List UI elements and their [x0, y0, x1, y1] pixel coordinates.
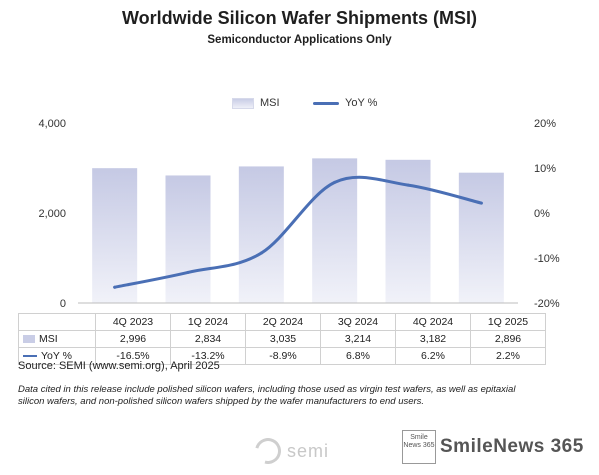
legend-label-msi: MSI	[260, 97, 280, 109]
table-cell-msi: 2,996	[95, 330, 171, 348]
right-tick-label: 0%	[534, 208, 550, 220]
semi-logo-text: semi	[287, 440, 330, 461]
table-row-label-text: YoY %	[41, 350, 72, 362]
semi-logo-icon	[250, 433, 286, 469]
point-yoy	[259, 251, 263, 255]
table-cell-yoy: 6.2%	[395, 347, 471, 365]
table-category: 2Q 2024	[245, 313, 321, 331]
table-row-yoy: YoY % -16.5% -13.2% -8.9% 6.8% 6.2% 2.2%	[18, 347, 546, 365]
point-yoy	[186, 270, 190, 274]
legend-bar-swatch	[232, 97, 254, 109]
footnote: Data cited in this release include polis…	[18, 384, 516, 407]
data-table: 4Q 2023 1Q 2024 2Q 2024 3Q 2024 4Q 2024 …	[18, 313, 546, 365]
chart-subtitle: Semiconductor Applications Only	[207, 34, 392, 46]
table-cell-yoy: 6.8%	[320, 347, 396, 365]
legend-item-msi: MSI	[232, 97, 280, 109]
table-row-label-text: MSI	[39, 333, 58, 345]
table-cell-yoy: -13.2%	[170, 347, 246, 365]
source-text: Source: SEMI (www.semi.org), April 2025	[18, 360, 220, 372]
legend-label-yoy: YoY %	[345, 97, 378, 109]
table-category: 4Q 2023	[95, 313, 171, 331]
table-key-line	[23, 355, 37, 358]
bar-msi	[238, 166, 284, 303]
bar-series	[92, 158, 504, 303]
table-cell-yoy: -16.5%	[95, 347, 171, 365]
watermark: Smile News 365 SmileNews 365	[402, 430, 584, 464]
table-cell-msi: 2,896	[470, 330, 546, 348]
table-key-bar	[23, 335, 35, 344]
watermark-text: SmileNews 365	[440, 436, 584, 457]
combo-chart: 0 2,000 4,000 -20% -10% 0% 10% 20%	[38, 118, 560, 310]
watermark-badge-icon: Smile News 365	[402, 430, 436, 464]
table-category: 1Q 2024	[170, 313, 246, 331]
left-tick-label: 0	[60, 298, 66, 310]
bar-msi	[458, 172, 504, 303]
point-yoy	[113, 285, 117, 289]
line-yoy	[113, 175, 483, 289]
table-cell-msi: 3,182	[395, 330, 471, 348]
right-tick-label: -20%	[534, 298, 560, 310]
right-axis: -20% -10% 0% 10% 20%	[534, 118, 560, 310]
line-series	[113, 175, 483, 289]
legend: MSI YoY %	[0, 97, 599, 113]
left-tick-label: 4,000	[38, 118, 66, 130]
table-cell-msi: 3,035	[245, 330, 321, 348]
left-axis: 0 2,000 4,000	[38, 118, 66, 310]
point-yoy	[333, 180, 337, 184]
table-row-label-yoy: YoY %	[18, 347, 96, 365]
table-corner	[18, 313, 96, 331]
table-cell-msi: 3,214	[320, 330, 396, 348]
bar-msi	[312, 158, 358, 303]
table-cell-msi: 2,834	[170, 330, 246, 348]
left-tick-label: 2,000	[38, 208, 66, 220]
table-header-row: 4Q 2023 1Q 2024 2Q 2024 3Q 2024 4Q 2024 …	[18, 313, 546, 331]
table-category: 4Q 2024	[395, 313, 471, 331]
table-cell-yoy: -8.9%	[245, 347, 321, 365]
legend-line-swatch	[313, 101, 339, 105]
legend-item-yoy: YoY %	[313, 97, 377, 109]
bar-msi	[165, 175, 211, 303]
table-category: 1Q 2025	[470, 313, 546, 331]
table-row-label-msi: MSI	[18, 330, 96, 348]
point-yoy	[406, 183, 410, 187]
right-tick-label: -10%	[534, 253, 560, 265]
semi-logo: semi	[250, 433, 330, 469]
bar-msi	[92, 168, 138, 303]
table-cell-yoy: 2.2%	[470, 347, 546, 365]
table-category: 3Q 2024	[320, 313, 396, 331]
right-tick-label: 10%	[534, 163, 556, 175]
chart-title: Worldwide Silicon Wafer Shipments (MSI)	[121, 8, 478, 28]
table-row-msi: MSI 2,996 2,834 3,035 3,214 3,182 2,896	[18, 330, 546, 348]
right-tick-label: 20%	[534, 118, 556, 130]
point-yoy	[479, 201, 483, 205]
